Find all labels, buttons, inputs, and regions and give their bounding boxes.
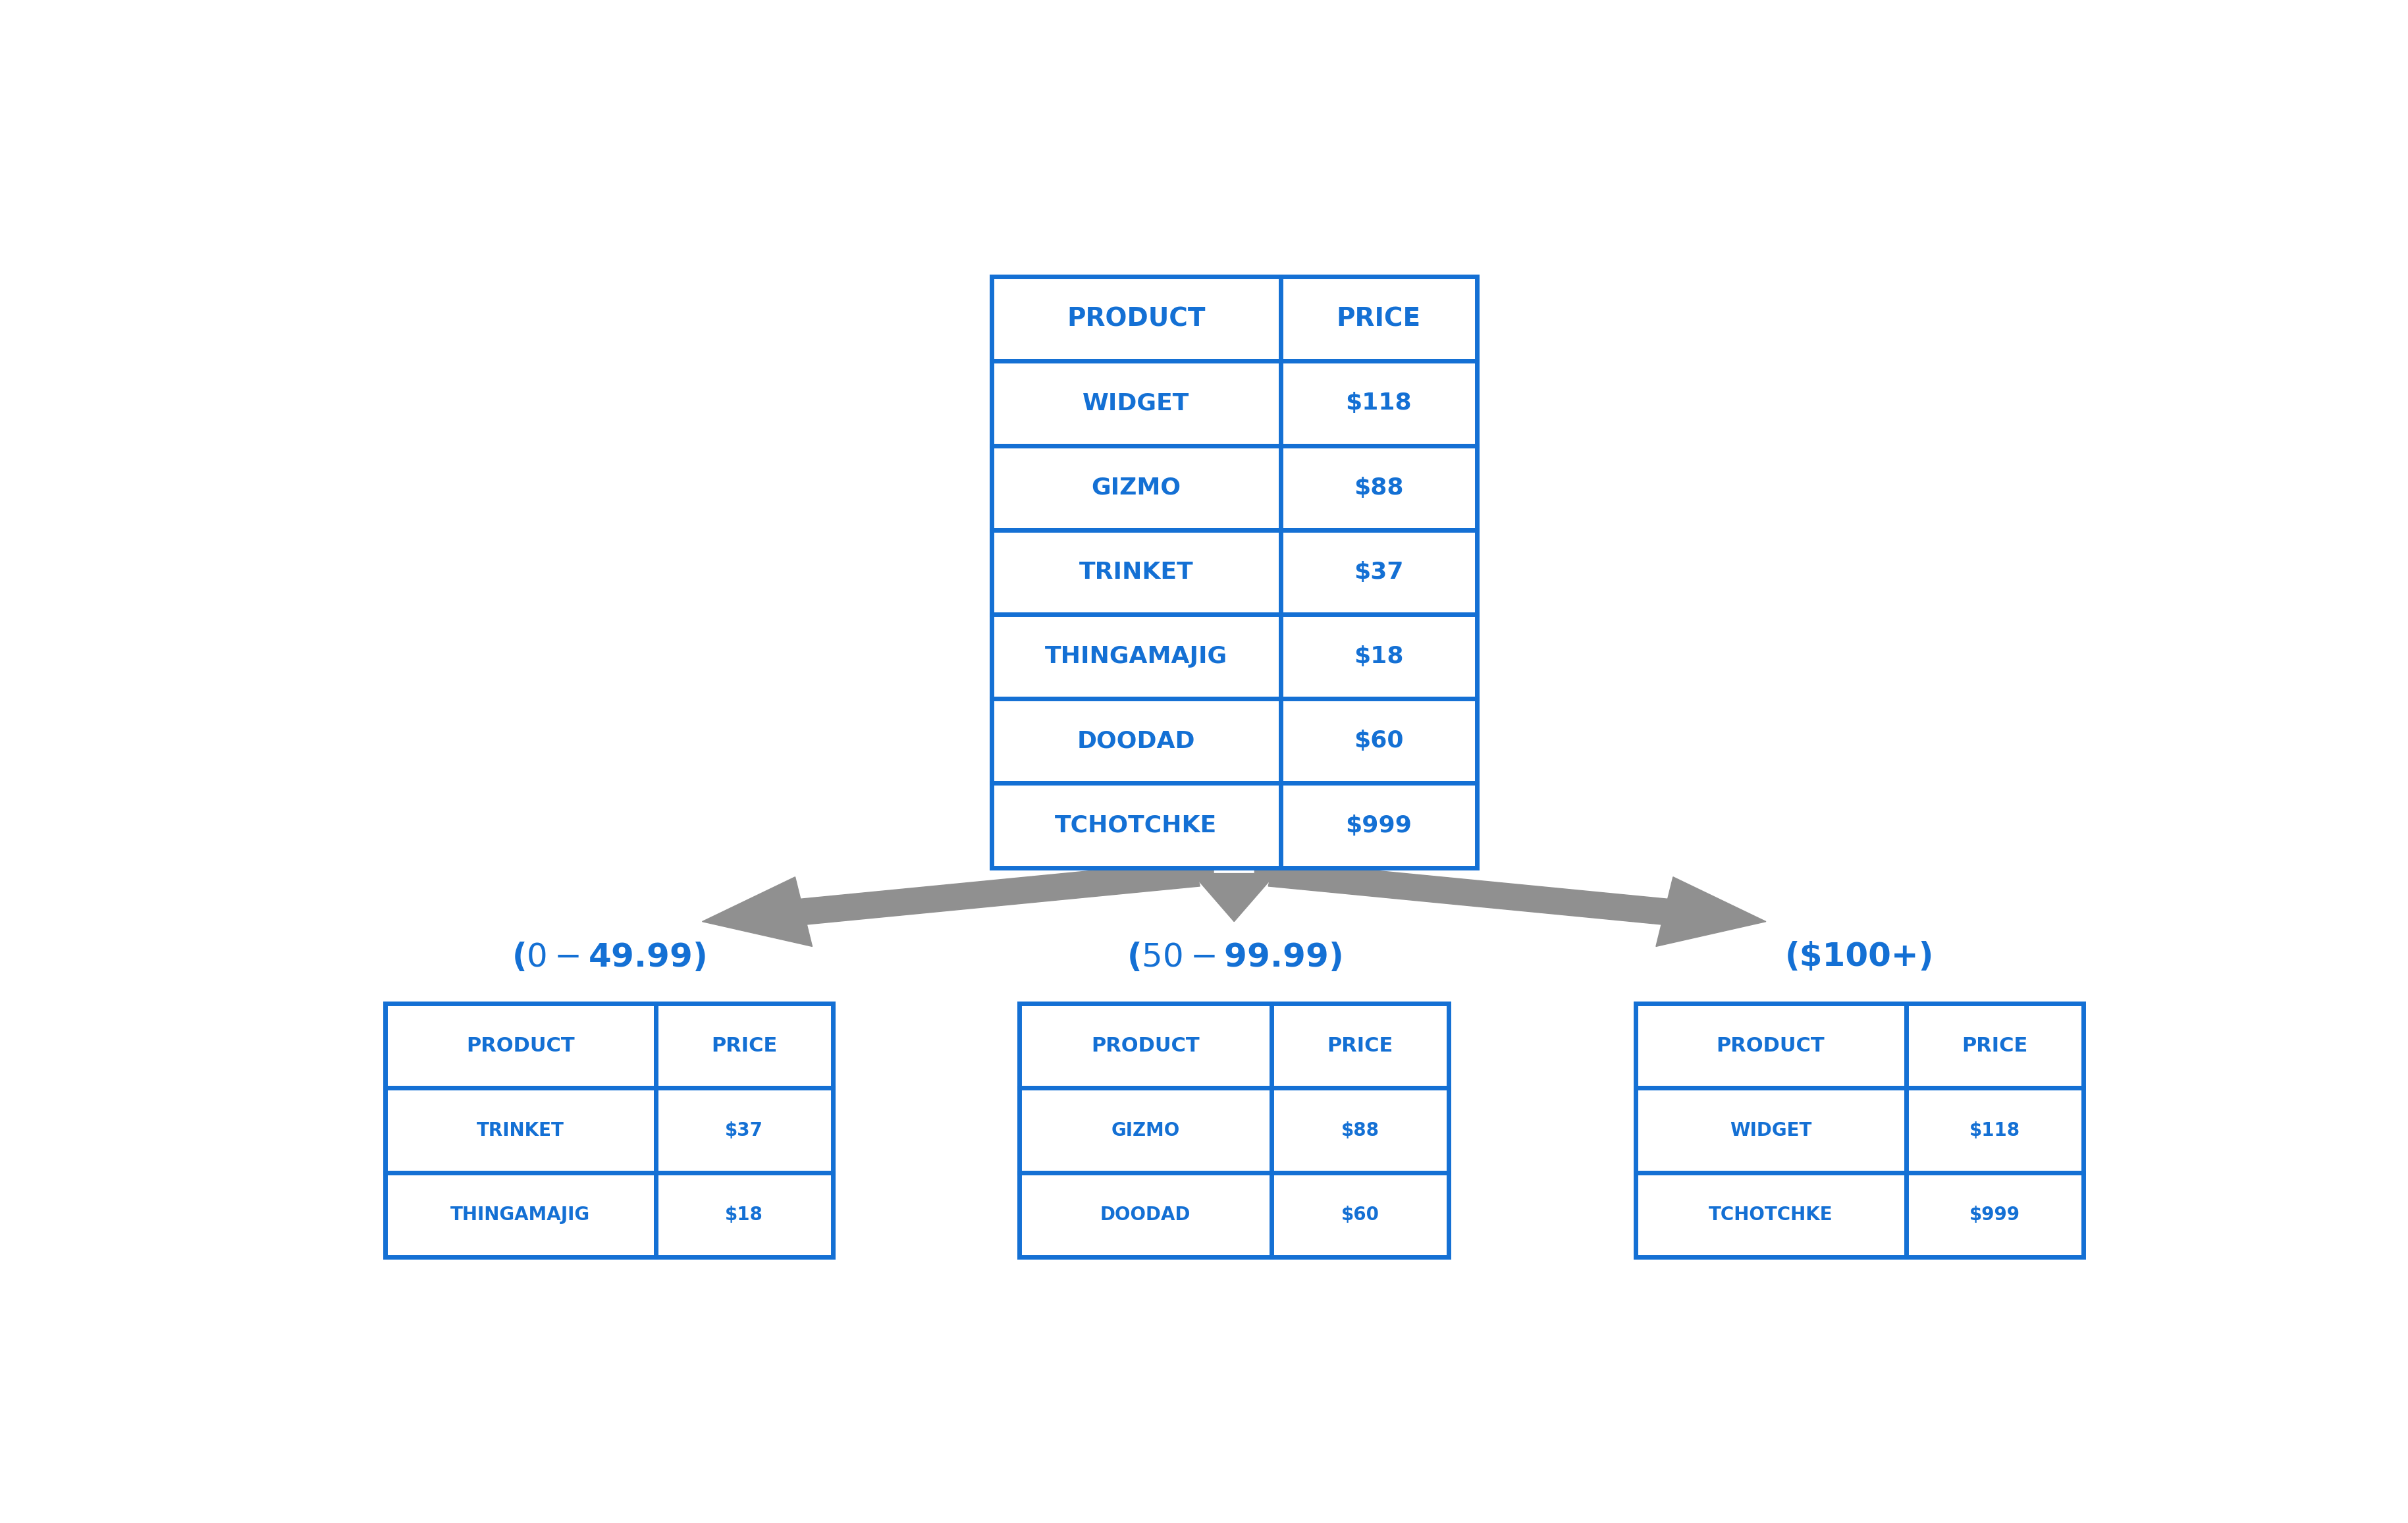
Text: ($100+): ($100+) bbox=[1784, 941, 1934, 973]
Bar bbox=[1907, 1173, 2083, 1256]
Text: TRINKET: TRINKET bbox=[1079, 560, 1194, 583]
Text: $37: $37 bbox=[725, 1121, 763, 1139]
Text: THINGAMAJIG: THINGAMAJIG bbox=[1045, 646, 1228, 667]
Text: GIZMO: GIZMO bbox=[1110, 1121, 1180, 1139]
Text: PRICE: PRICE bbox=[710, 1036, 778, 1055]
Bar bbox=[1281, 614, 1476, 699]
Text: PRICE: PRICE bbox=[1327, 1036, 1394, 1055]
Text: WIDGET: WIDGET bbox=[1729, 1121, 1811, 1139]
Bar bbox=[1281, 530, 1476, 614]
Bar bbox=[1907, 1087, 2083, 1173]
Bar bbox=[1281, 361, 1476, 445]
Bar bbox=[992, 614, 1281, 699]
Text: $118: $118 bbox=[1970, 1121, 2020, 1139]
Text: $18: $18 bbox=[725, 1206, 763, 1224]
Text: PRODUCT: PRODUCT bbox=[1067, 306, 1206, 332]
Bar bbox=[385, 1173, 655, 1256]
Polygon shape bbox=[1178, 857, 1291, 921]
Text: $88: $88 bbox=[1353, 477, 1404, 500]
Bar bbox=[655, 1004, 833, 1087]
Text: GIZMO: GIZMO bbox=[1091, 477, 1180, 500]
Polygon shape bbox=[1269, 860, 1765, 946]
Text: WIDGET: WIDGET bbox=[1084, 391, 1190, 414]
Text: $60: $60 bbox=[1353, 730, 1404, 752]
Polygon shape bbox=[703, 860, 1199, 946]
Bar bbox=[1635, 1087, 1907, 1173]
Bar bbox=[385, 1004, 655, 1087]
Text: $88: $88 bbox=[1341, 1121, 1380, 1139]
Text: TCHOTCHKE: TCHOTCHKE bbox=[1710, 1206, 1832, 1224]
Bar bbox=[655, 1087, 833, 1173]
Text: ($0-$49.99): ($0-$49.99) bbox=[513, 941, 706, 973]
Text: $37: $37 bbox=[1353, 560, 1404, 583]
Bar bbox=[1635, 1173, 1907, 1256]
Text: $18: $18 bbox=[1353, 646, 1404, 667]
Bar bbox=[992, 530, 1281, 614]
Bar bbox=[1281, 699, 1476, 783]
Text: TCHOTCHKE: TCHOTCHKE bbox=[1055, 815, 1216, 836]
Bar bbox=[385, 1087, 655, 1173]
Bar bbox=[1907, 1004, 2083, 1087]
Bar bbox=[992, 445, 1281, 530]
Text: PRODUCT: PRODUCT bbox=[1717, 1036, 1825, 1055]
Bar bbox=[1281, 445, 1476, 530]
Bar bbox=[1019, 1087, 1271, 1173]
Bar bbox=[1635, 1004, 1907, 1087]
Bar bbox=[1019, 1004, 1271, 1087]
Bar bbox=[992, 277, 1281, 361]
Text: PRICE: PRICE bbox=[1963, 1036, 2028, 1055]
Bar bbox=[1019, 1173, 1271, 1256]
Bar bbox=[1281, 277, 1476, 361]
Text: PRODUCT: PRODUCT bbox=[1091, 1036, 1199, 1055]
Text: TRINKET: TRINKET bbox=[477, 1121, 563, 1139]
Bar bbox=[1271, 1087, 1450, 1173]
Bar bbox=[1271, 1173, 1450, 1256]
Text: $60: $60 bbox=[1341, 1206, 1380, 1224]
Bar bbox=[992, 361, 1281, 445]
Text: PRODUCT: PRODUCT bbox=[467, 1036, 576, 1055]
Bar bbox=[1271, 1004, 1450, 1087]
Bar bbox=[992, 783, 1281, 868]
Text: PRICE: PRICE bbox=[1336, 306, 1421, 332]
Text: DOODAD: DOODAD bbox=[1076, 730, 1194, 752]
Text: $999: $999 bbox=[1346, 815, 1411, 836]
Text: $999: $999 bbox=[1970, 1206, 2020, 1224]
Bar bbox=[992, 699, 1281, 783]
Text: DOODAD: DOODAD bbox=[1100, 1206, 1190, 1224]
Bar bbox=[1281, 783, 1476, 868]
Bar bbox=[655, 1173, 833, 1256]
Text: THINGAMAJIG: THINGAMAJIG bbox=[450, 1206, 590, 1224]
Text: $118: $118 bbox=[1346, 391, 1411, 414]
Text: ($50-$99.99): ($50-$99.99) bbox=[1127, 941, 1341, 973]
